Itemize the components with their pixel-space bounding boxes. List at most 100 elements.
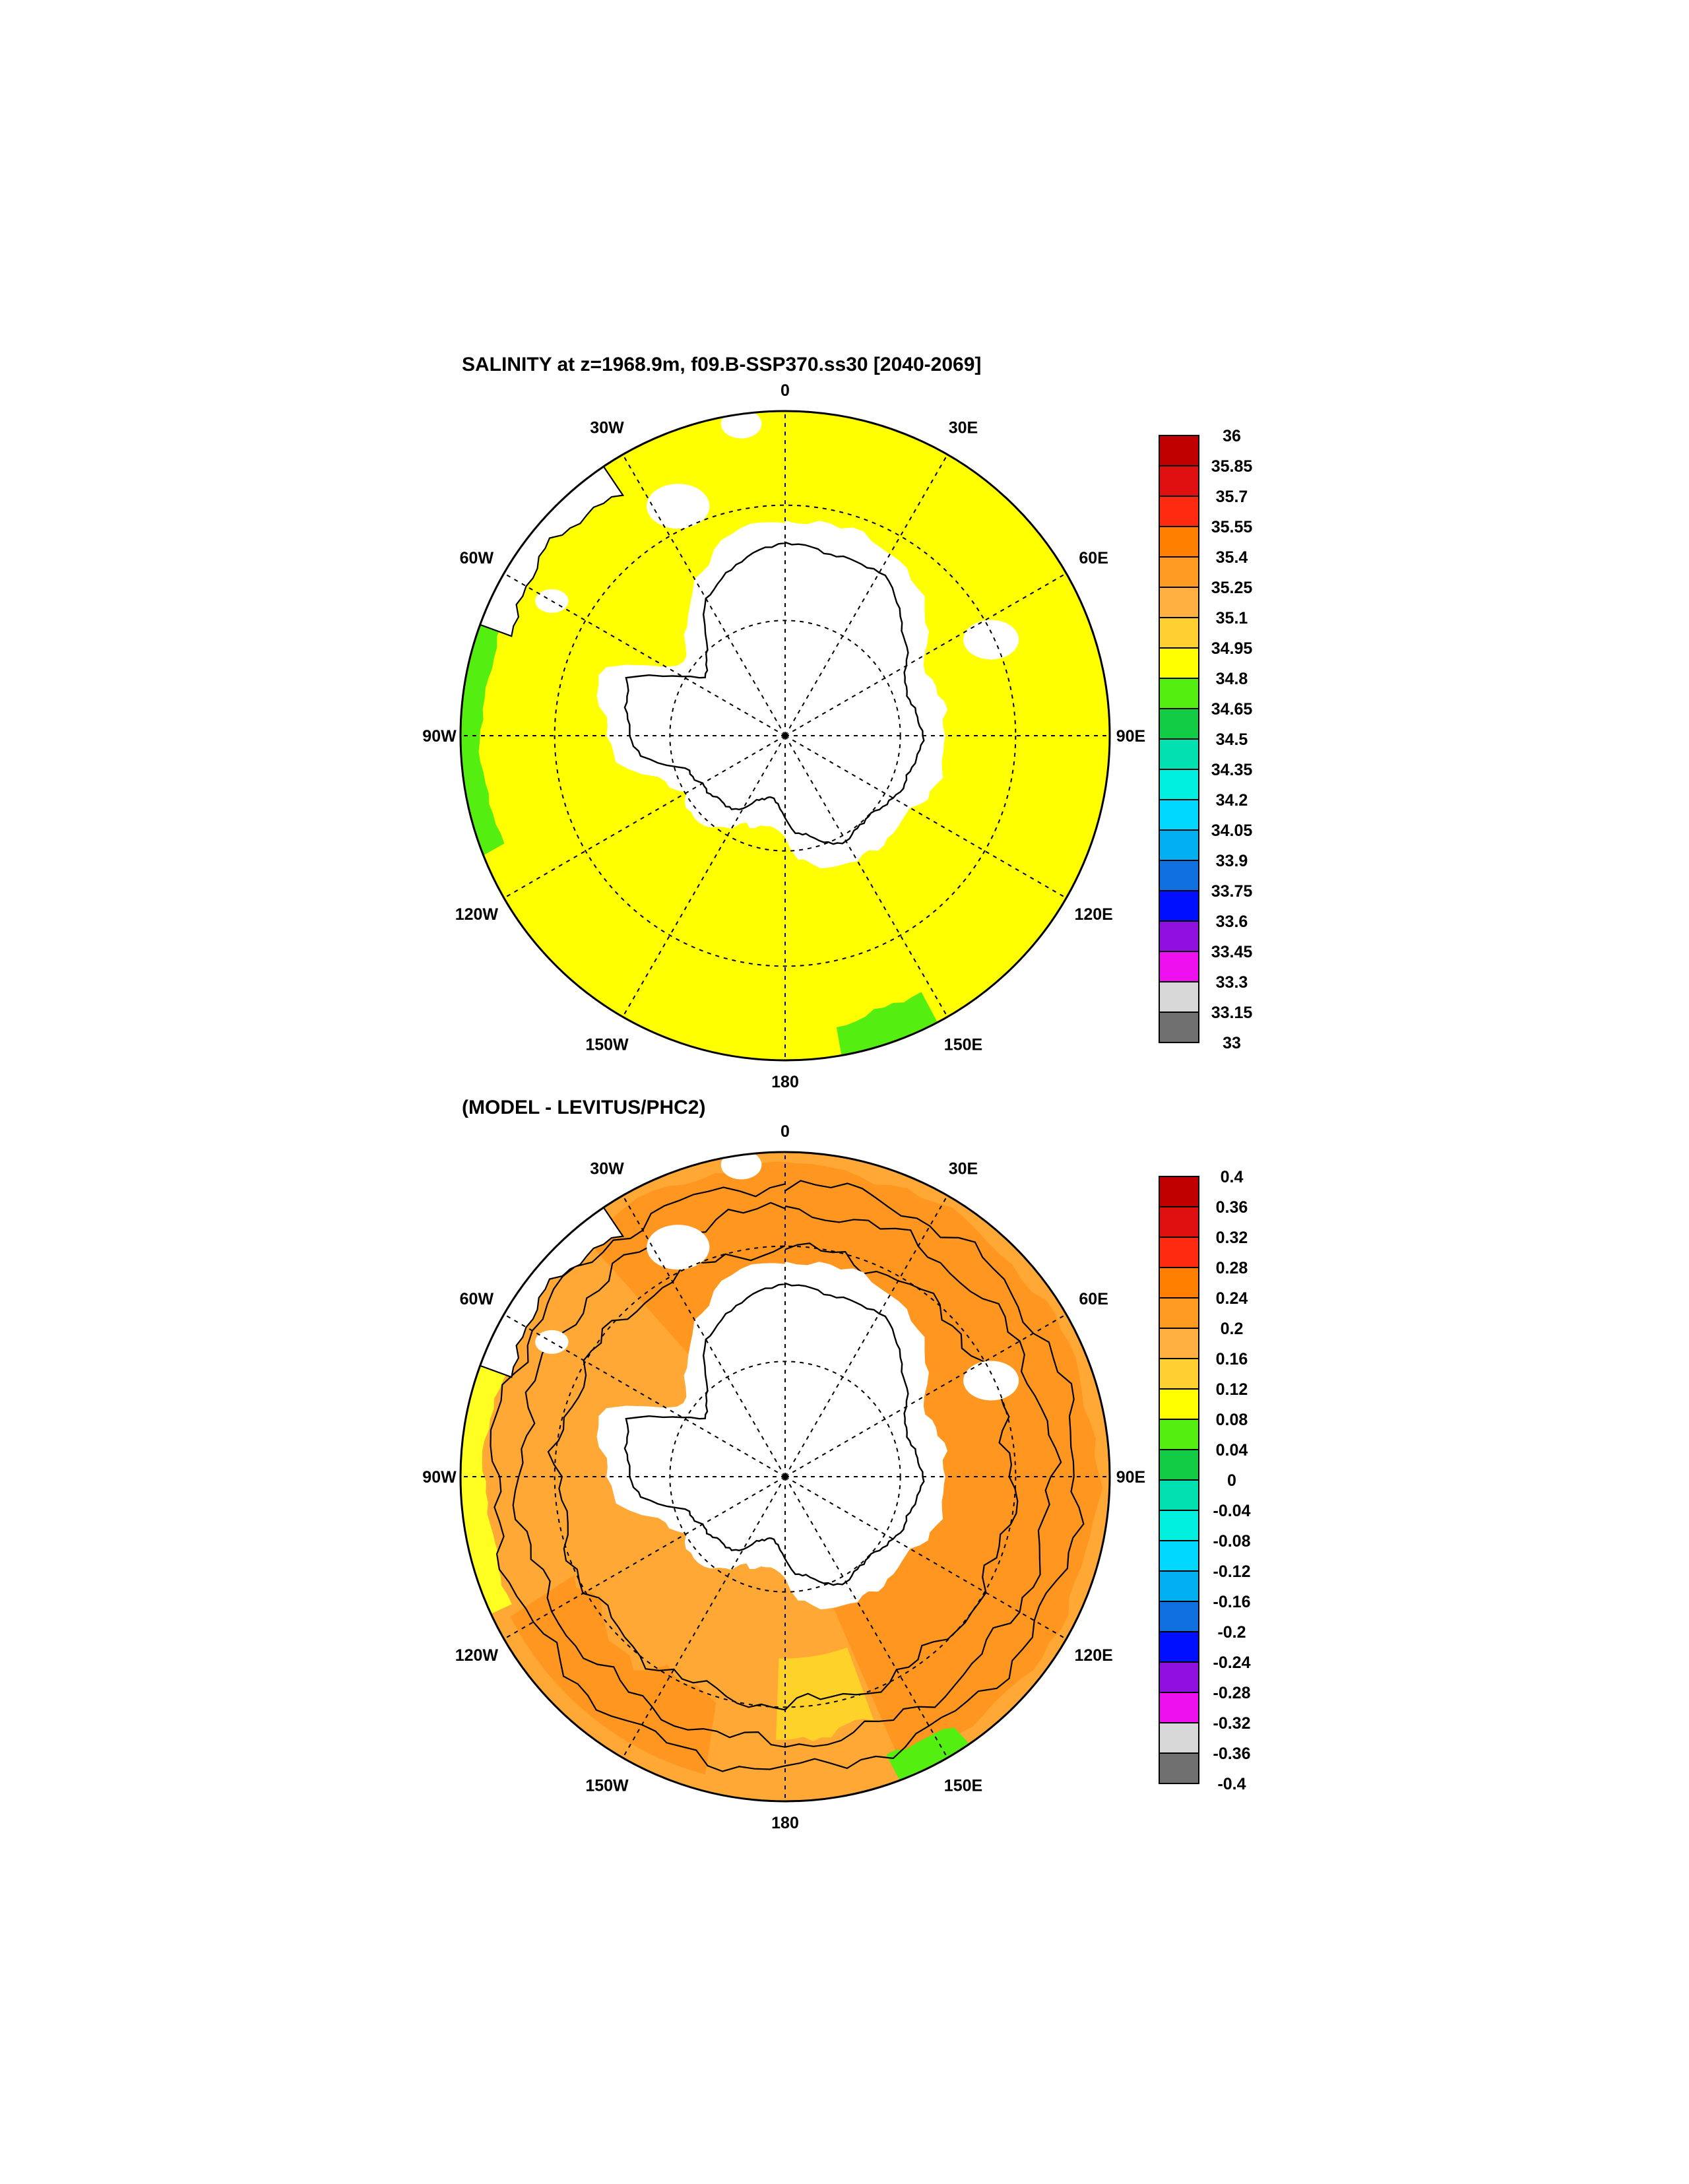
map-border <box>459 410 1111 1062</box>
colorbar-swatch <box>1159 1388 1199 1420</box>
colorbar-swatch <box>1159 1176 1199 1207</box>
colorbar-swatch <box>1159 617 1199 649</box>
no-data-patch <box>720 411 762 439</box>
meridian-line <box>784 1476 1067 1640</box>
no-data-patch <box>720 1152 762 1180</box>
colorbar-label: -0.28 <box>1213 1684 1251 1702</box>
colorbar-swatch <box>1159 708 1199 740</box>
colorbar-label: 0.24 <box>1216 1289 1248 1308</box>
colorbar-swatch <box>1159 1012 1199 1043</box>
meridian-line <box>622 454 786 736</box>
colorbar-label: -0.4 <box>1217 1775 1246 1793</box>
longitude-label: 150E <box>944 1036 982 1054</box>
colorbar-label: 0.36 <box>1216 1198 1248 1217</box>
colorbar-label: 33.3 <box>1216 973 1248 992</box>
latitude-circle <box>554 504 1017 967</box>
colorbar-swatch <box>1159 1631 1199 1663</box>
colorbar-swatch <box>1159 1328 1199 1359</box>
antarctica-coastline <box>623 1282 925 1586</box>
longitude-label: 150W <box>585 1036 629 1054</box>
longitude-label: 180 <box>771 1073 799 1091</box>
colorbar-label: 33.6 <box>1216 913 1248 931</box>
colorbar-swatch <box>1159 1479 1199 1511</box>
meridian-line <box>784 454 948 736</box>
colorbar-label: 0.2 <box>1221 1320 1244 1338</box>
colorbar-swatch <box>1159 1692 1199 1723</box>
meridian-line <box>784 1476 948 1758</box>
longitude-label: 60W <box>460 549 494 567</box>
meridian-line <box>503 1314 786 1477</box>
antarctica-coastline <box>623 541 925 845</box>
colorbar-swatch <box>1159 556 1199 588</box>
longitude-label: 0 <box>781 1122 790 1141</box>
longitude-label: 90E <box>1116 727 1145 746</box>
map-border <box>459 1151 1111 1803</box>
colorbar-swatch <box>1159 465 1199 497</box>
colorbar-label: 0.32 <box>1216 1229 1248 1247</box>
colorbar-swatch <box>1159 1419 1199 1450</box>
map-title: SALINITY at z=1968.9m, f09.B-SSP370.ss30… <box>462 354 981 375</box>
longitude-label: 90E <box>1116 1468 1145 1487</box>
colorbar-label: 0.12 <box>1216 1380 1248 1399</box>
colorbar-swatch <box>1159 647 1199 679</box>
longitude-label: 30E <box>949 1159 978 1178</box>
longitude-label: 30E <box>949 418 978 437</box>
longitude-label: 150E <box>944 1777 982 1795</box>
meridian-line <box>622 735 786 1017</box>
colorbar-label: -0.32 <box>1213 1714 1251 1733</box>
colorbar-label: -0.04 <box>1213 1502 1251 1520</box>
colorbar-swatch <box>1159 1206 1199 1238</box>
meridian-line <box>784 735 1067 899</box>
colorbar-swatch <box>1159 769 1199 800</box>
colorbar-swatch <box>1159 435 1199 466</box>
longitude-label: 150W <box>585 1777 629 1795</box>
colorbar-label: 33.9 <box>1216 852 1248 870</box>
colorbar-label: 0.28 <box>1216 1259 1248 1277</box>
colorbar-label: 33.15 <box>1211 1004 1253 1022</box>
colorbar-label: 0.08 <box>1216 1411 1248 1429</box>
meridian-line <box>784 735 948 1017</box>
meridian-line <box>622 1476 786 1758</box>
colorbar-label: 33.45 <box>1211 943 1253 961</box>
colorbar-label: -0.24 <box>1213 1654 1251 1672</box>
colorbar-label: 35.55 <box>1211 518 1253 536</box>
longitude-label: 30W <box>590 418 624 437</box>
longitude-label: 120E <box>1074 905 1112 924</box>
longitude-label: 90W <box>422 727 457 746</box>
latitude-circle <box>554 1245 1017 1708</box>
no-data-patch <box>963 1361 1019 1401</box>
colorbar-label: 33.75 <box>1211 882 1253 901</box>
colorbar-label: 36 <box>1223 427 1241 445</box>
colorbar-swatch <box>1159 1237 1199 1268</box>
colorbar-label: 0 <box>1227 1471 1236 1490</box>
colorbar-swatch <box>1159 1449 1199 1481</box>
colorbar: 0.4 0.36 0.32 0.28 0.24 0.2 0.16 0.12 0.08 0.04 0 -… <box>1159 1168 1251 1793</box>
colorbar-label: 35.4 <box>1216 548 1248 567</box>
colorbar-label: 34.5 <box>1216 730 1248 749</box>
colorbar-label: 34.8 <box>1216 670 1248 688</box>
colorbar-label: -0.16 <box>1213 1593 1251 1611</box>
meridian-line <box>784 1195 948 1477</box>
longitude-label: 120E <box>1074 1646 1112 1665</box>
colorbar: 36 35.85 35.7 35.55 35.4 35.25 35.1 34.95 34.8 34… <box>1159 427 1252 1052</box>
colorbar-label: 35.25 <box>1211 579 1253 597</box>
colorbar-label: 34.2 <box>1216 791 1248 810</box>
colorbar-swatch <box>1159 1661 1199 1693</box>
colorbar-swatch <box>1159 1752 1199 1784</box>
colorbar-label: 34.95 <box>1211 639 1253 658</box>
colorbar-swatch <box>1159 1601 1199 1632</box>
map-title: (MODEL - LEVITUS/PHC2) <box>462 1097 705 1118</box>
colorbar-label: 35.85 <box>1211 457 1253 476</box>
meridian-line <box>503 1476 786 1640</box>
colorbar-label: 0.4 <box>1221 1168 1244 1186</box>
longitude-label: 120W <box>455 905 499 924</box>
colorbar-label: 35.7 <box>1216 488 1248 506</box>
colorbar-label: 34.05 <box>1211 821 1253 840</box>
colorbar-label: 34.65 <box>1211 700 1253 719</box>
orange-zone-south-pacific <box>510 1574 717 1775</box>
longitude-label: 60W <box>460 1290 494 1308</box>
colorbar-swatch <box>1159 1358 1199 1390</box>
colorbar-swatch <box>1159 526 1199 558</box>
longitude-label: 120W <box>455 1646 499 1665</box>
yellow-band-pacific-east <box>776 1647 874 1741</box>
